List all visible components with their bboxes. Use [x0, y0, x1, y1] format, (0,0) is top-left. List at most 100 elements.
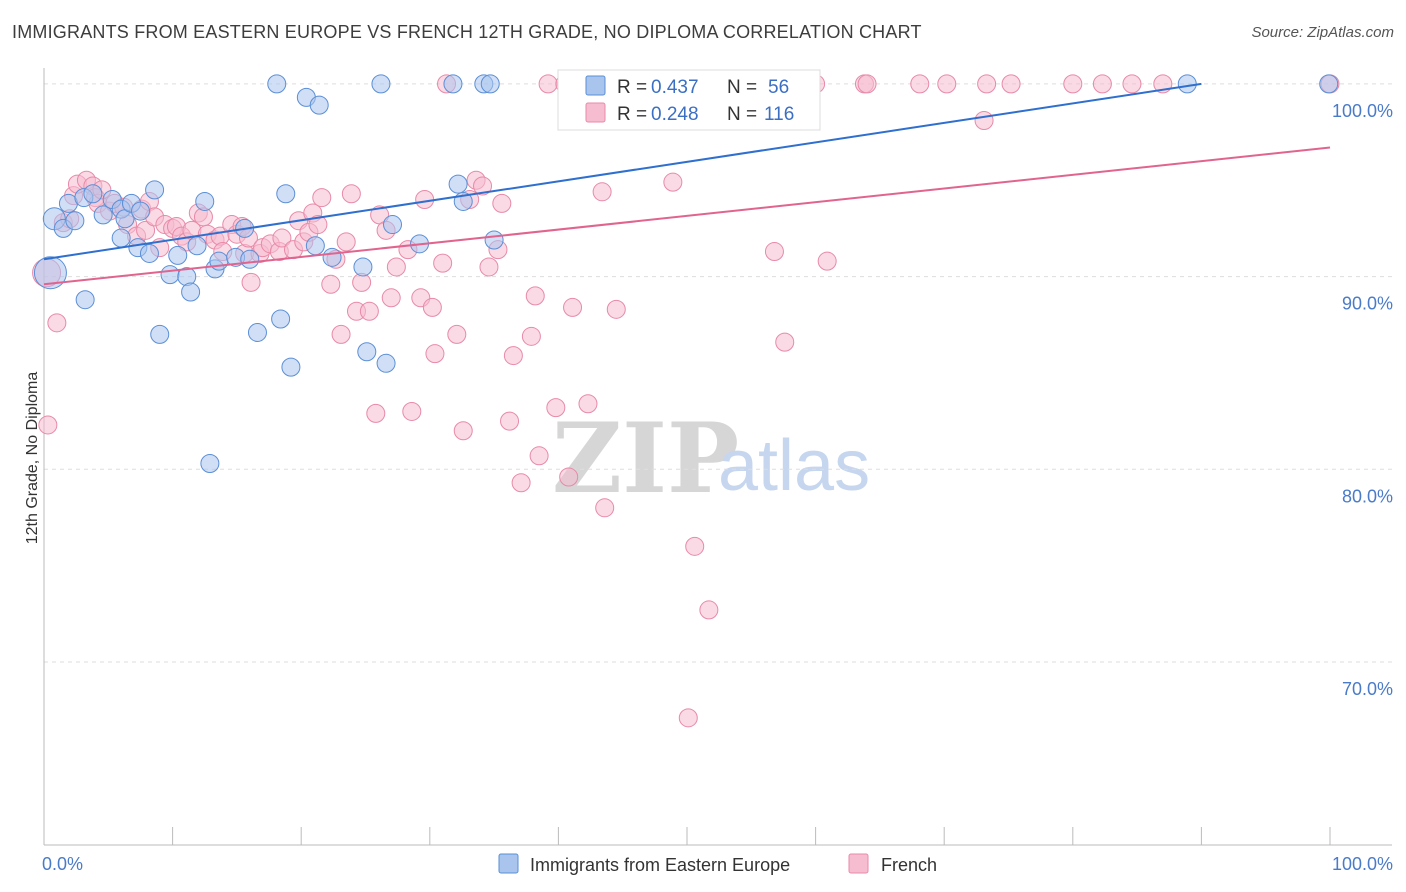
french-point	[312, 188, 332, 208]
eastern-europe-point	[267, 74, 287, 94]
eastern-europe-point	[376, 353, 396, 373]
french-point	[433, 253, 453, 273]
bottom-legend-swatch-blue	[498, 853, 519, 874]
eastern-europe-points	[33, 74, 1339, 473]
french-point	[606, 299, 626, 319]
french-point	[136, 220, 156, 240]
french-point	[453, 421, 473, 441]
legend-n-label-1: N =	[727, 77, 757, 98]
french-point	[425, 344, 445, 364]
french-point	[447, 324, 467, 344]
french-point	[525, 286, 545, 306]
french-point	[521, 326, 541, 346]
legend-r-value-1: 0.437	[651, 77, 699, 98]
eastern-europe-point	[305, 236, 325, 256]
french-point	[817, 251, 837, 271]
french-point	[38, 415, 58, 435]
y-tick-label: 90.0%	[1342, 294, 1393, 314]
eastern-europe-point	[281, 357, 301, 377]
eastern-europe-point	[209, 251, 229, 271]
french-point	[538, 74, 558, 94]
eastern-europe-point	[181, 282, 201, 302]
eastern-europe-point	[271, 309, 291, 329]
french-point	[415, 190, 435, 210]
eastern-europe-point	[276, 184, 296, 204]
eastern-europe-point	[357, 342, 377, 362]
eastern-europe-point	[240, 249, 260, 269]
series-legend: Immigrants from Eastern Europe French	[498, 853, 937, 875]
eastern-europe-point	[160, 265, 180, 285]
stats-legend: R = 0.437 N = 56 R = 0.248 N = 116	[557, 69, 821, 131]
french-point	[578, 394, 598, 414]
y-tick-label: 80.0%	[1342, 486, 1393, 506]
eastern-europe-point	[145, 180, 165, 200]
eastern-europe-point	[371, 74, 391, 94]
legend-n-label-2: N =	[727, 104, 757, 125]
eastern-europe-point	[83, 184, 103, 204]
french-point	[910, 74, 930, 94]
french-point	[321, 274, 341, 294]
french-point	[402, 401, 422, 421]
eastern-europe-point	[139, 243, 159, 263]
legend-series-eastern-europe: Immigrants from Eastern Europe	[530, 855, 790, 875]
french-point	[1063, 74, 1083, 94]
french-point	[308, 215, 328, 235]
eastern-europe-point	[1319, 74, 1339, 94]
french-point	[1092, 74, 1112, 94]
axes	[43, 68, 1392, 846]
legend-swatch-pink	[585, 102, 606, 123]
x-tick-label: 100.0%	[1332, 854, 1393, 874]
eastern-europe-point	[353, 257, 373, 277]
watermark-zip: ZIP	[552, 402, 739, 515]
x-tick-labels: 0.0% 100.0%	[42, 854, 1393, 874]
watermark-atlas: atlas	[718, 426, 870, 506]
french-point	[764, 242, 784, 262]
y-axis-label: 12th Grade, No Diploma	[24, 372, 41, 545]
eastern-europe-point	[480, 74, 500, 94]
french-point	[685, 536, 705, 556]
french-point	[559, 467, 579, 487]
eastern-europe-point	[75, 290, 95, 310]
french-point	[775, 332, 795, 352]
legend-n-value-2: 116	[764, 104, 794, 125]
eastern-europe-point	[195, 191, 215, 211]
french-point	[386, 257, 406, 277]
eastern-europe-point	[448, 174, 468, 194]
french-point	[492, 193, 512, 213]
french-point	[977, 74, 997, 94]
legend-swatch-blue	[585, 75, 606, 96]
eastern-europe-point	[309, 95, 329, 115]
y-tick-label: 70.0%	[1342, 679, 1393, 699]
eastern-europe-point	[130, 201, 150, 221]
eastern-europe-point	[93, 205, 113, 225]
eastern-europe-point	[383, 215, 403, 235]
french-point	[592, 182, 612, 202]
eastern-europe-point	[187, 236, 207, 256]
french-point	[974, 111, 994, 131]
grid	[44, 83, 1392, 663]
eastern-europe-point	[168, 245, 188, 265]
legend-r-value-2: 0.248	[651, 104, 699, 125]
french-point	[1122, 74, 1142, 94]
y-tick-label: 100.0%	[1332, 101, 1393, 121]
legend-r-label-1: R =	[617, 77, 647, 98]
french-point	[500, 411, 520, 431]
x-tick-label: 0.0%	[42, 854, 83, 874]
eastern-europe-point	[1177, 74, 1197, 94]
french-point	[359, 301, 379, 321]
eastern-europe-point	[150, 324, 170, 344]
legend-series-french: French	[881, 855, 937, 875]
bottom-legend-swatch-pink	[848, 853, 869, 874]
french-points	[32, 74, 1340, 728]
french-point	[479, 257, 499, 277]
french-point	[857, 74, 877, 94]
french-point	[366, 403, 386, 423]
trend-lines	[43, 82, 1331, 286]
eastern-europe-point	[200, 453, 220, 473]
eastern-europe-point	[111, 228, 131, 248]
french-point	[422, 297, 442, 317]
french-point	[341, 184, 361, 204]
legend-n-value-1: 56	[768, 77, 789, 98]
eastern-europe-point	[65, 211, 85, 231]
